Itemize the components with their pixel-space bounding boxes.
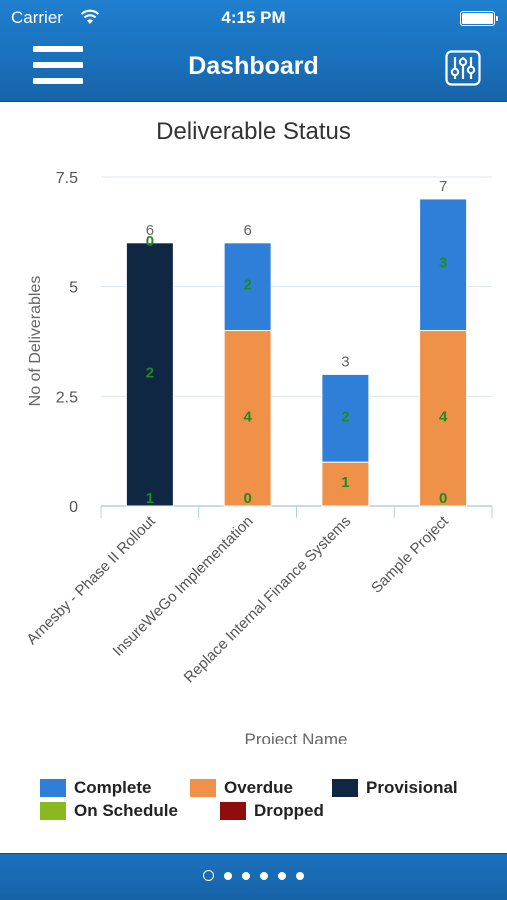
legend-item-complete[interactable]: Complete (40, 778, 151, 798)
page-dot[interactable] (224, 872, 232, 880)
bar-segment-label: 0 (439, 490, 447, 507)
carrier-label: Carrier (11, 8, 63, 27)
bar-total-label: 6 (243, 222, 251, 239)
legend-item-on-schedule[interactable]: On Schedule (40, 801, 178, 821)
deliverable-status-chart: Deliverable Status 0 2.5 5 7.5 6 1 2 0 Arnesby -… (0, 104, 507, 744)
bar-segment-label: 2 (243, 277, 251, 294)
x-category-label: Replace Internal Finance Systems (181, 513, 355, 687)
legend-item-dropped[interactable]: Dropped (220, 801, 324, 821)
bar-total-label: 7 (439, 178, 447, 195)
y-tick-label: 7.5 (56, 170, 78, 187)
page-dot[interactable] (278, 872, 286, 880)
bar-segment-label: 2 (146, 364, 154, 381)
bar-total-label: 3 (341, 353, 349, 370)
sliders-icon[interactable] (445, 50, 481, 86)
page-dot[interactable] (203, 870, 214, 881)
page-dot[interactable] (296, 872, 304, 880)
bar-segment-complete (419, 198, 468, 332)
legend-label: On Schedule (74, 801, 178, 820)
bar-segment-label: 2 (341, 408, 349, 425)
y-axis-title: No of Deliverables (27, 276, 44, 407)
chart-legend: Complete Overdue Provisional On Schedule… (0, 778, 507, 828)
bar-segment-label: 0 (146, 233, 154, 250)
bar-segment-label: 0 (243, 490, 251, 507)
chart-title: Deliverable Status (156, 118, 351, 145)
bar-total-label: 6 (146, 222, 154, 239)
bar-segment-overdue (419, 330, 468, 507)
bar-segment-label: 4 (439, 408, 448, 425)
x-category-label: Sample Project (368, 512, 453, 597)
legend-label: Dropped (254, 801, 324, 820)
bar-segment-label: 1 (146, 490, 154, 507)
legend-swatch-complete (40, 779, 66, 797)
bar-segment-complete (321, 373, 370, 463)
hamburger-menu-icon[interactable] (33, 46, 83, 88)
battery-icon (460, 11, 498, 26)
legend-label: Provisional (366, 778, 458, 797)
legend-swatch-on-schedule (40, 802, 66, 820)
legend-item-provisional[interactable]: Provisional (332, 778, 458, 798)
bar-segment-provisional (125, 242, 174, 507)
legend-swatch-overdue (190, 779, 216, 797)
page-title: Dashboard (188, 52, 319, 80)
bar-segment-label: 4 (243, 408, 252, 425)
legend-item-overdue[interactable]: Overdue (190, 778, 293, 798)
y-tick-label: 0 (69, 499, 78, 516)
clock: 4:15 PM (221, 8, 286, 27)
y-tick-label: 5 (69, 280, 78, 297)
legend-swatch-dropped (220, 802, 246, 820)
page-indicator[interactable] (0, 870, 507, 881)
bar-segment-label: 1 (341, 474, 349, 491)
legend-swatch-provisional (332, 779, 358, 797)
y-tick-label: 2.5 (56, 389, 78, 406)
x-axis-title: Project Name (245, 730, 348, 744)
status-bar: Carrier 4:15 PM (0, 0, 507, 36)
bar-segment-complete (223, 242, 272, 332)
page-dot[interactable] (242, 872, 250, 880)
legend-label: Complete (74, 778, 152, 797)
page-dot[interactable] (260, 872, 268, 880)
bar-segment-label: 3 (439, 255, 447, 272)
wifi-icon (80, 9, 100, 30)
legend-label: Overdue (224, 778, 293, 797)
footer-bar (0, 853, 507, 900)
top-bar: Carrier 4:15 PM Dashboard (0, 0, 507, 102)
